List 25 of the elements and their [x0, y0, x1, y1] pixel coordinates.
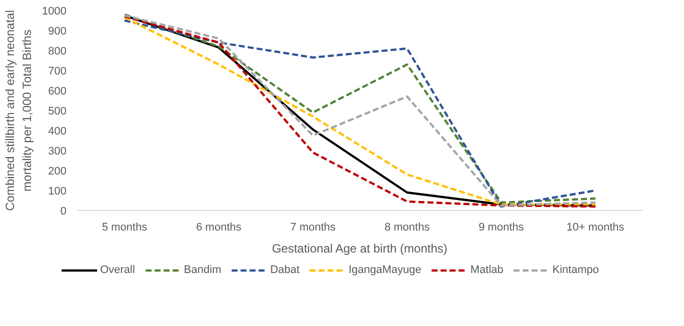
y-tick-label: 500 [48, 106, 67, 118]
y-tick-label: 200 [48, 166, 67, 178]
y-tick-label: 400 [48, 126, 67, 138]
x-tick-label: 8 months [384, 222, 430, 234]
x-tick-label: 6 months [196, 222, 242, 234]
y-axis-title: Combined stillbirth and early neonatal mortality per 1,000 Total Births [3, 10, 34, 211]
legend-label: IgangaMayuge [348, 264, 422, 276]
legend-label: Matlab [470, 264, 504, 276]
y-tick-label: 700 [48, 66, 67, 78]
y-tick-label: 100 [48, 186, 67, 198]
x-tick-label: 7 months [290, 222, 336, 234]
legend-label: Bandim [184, 264, 222, 276]
x-tick-label: 10+ months [566, 222, 625, 234]
x-tick-label: 5 months [102, 222, 148, 234]
y-tick-label: 300 [48, 146, 67, 158]
y-tick-label: 1000 [42, 6, 67, 18]
x-tick-label: 9 months [478, 222, 524, 234]
y-tick-label: 600 [48, 86, 67, 98]
legend-label: Dabat [270, 264, 300, 276]
legend-label: Overall [100, 264, 135, 276]
y-tick-label: 800 [48, 46, 67, 58]
y-tick-label: 0 [60, 206, 67, 218]
legend-label: Kintampo [552, 264, 599, 276]
y-tick-label: 900 [48, 26, 67, 38]
x-axis-title: Gestational Age at birth (months) [272, 242, 448, 256]
